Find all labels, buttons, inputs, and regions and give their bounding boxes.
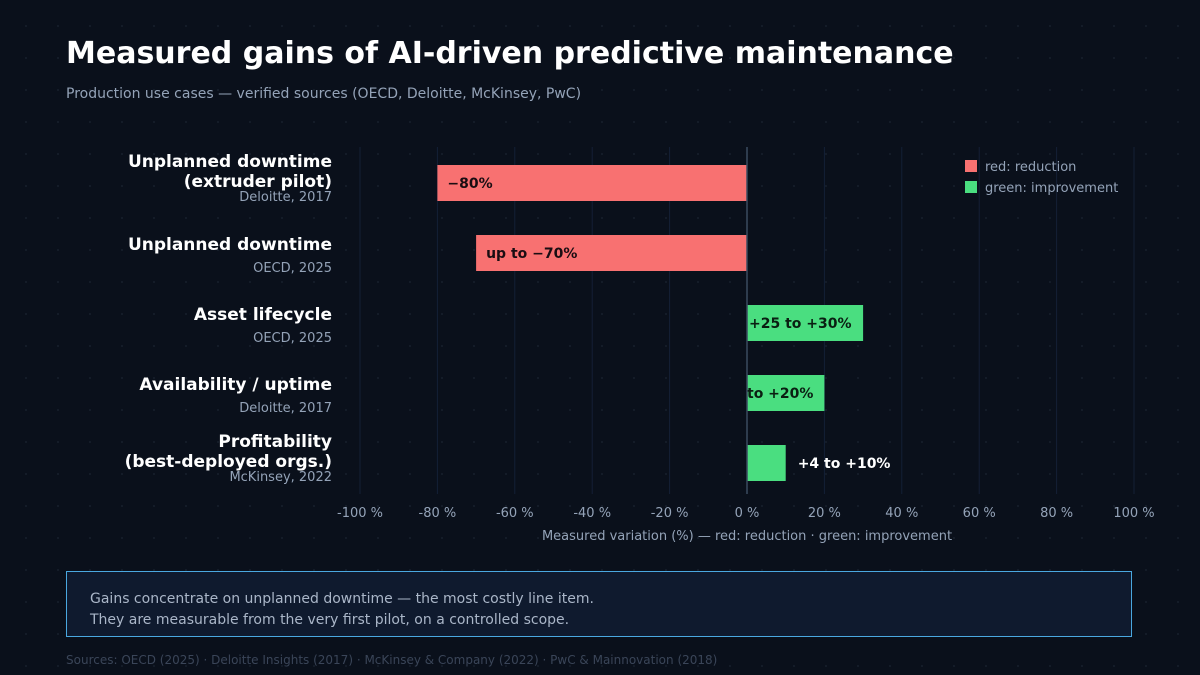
x-tick-label: -80 % — [419, 506, 457, 521]
category-label: Unplanned downtime — [128, 152, 332, 172]
x-tick-label: -20 % — [651, 506, 689, 521]
bar-value-label: +4 to +10% — [798, 456, 891, 472]
category-label: (extruder pilot) — [184, 172, 332, 192]
x-tick-label: 100 % — [1113, 506, 1154, 521]
page-subtitle: Production use cases — verified sources … — [66, 86, 582, 102]
bar — [437, 165, 747, 201]
legend-swatch — [965, 181, 977, 193]
category-source: OECD, 2025 — [253, 261, 332, 276]
x-tick-label: 60 % — [963, 506, 996, 521]
bar-chart: -100 % -80 % -60 % -40 % -20 % 0 % 20 % 40 % 60 … — [125, 147, 1155, 544]
page-title: Measured gains of AI-driven predictive m… — [66, 36, 954, 71]
callout-line-2: They are measurable from the very first … — [90, 612, 570, 628]
category-source: OECD, 2025 — [253, 331, 332, 346]
bar-value-label: to +20% — [747, 386, 813, 402]
x-tick-label: 20 % — [808, 506, 841, 521]
x-tick-label: 80 % — [1040, 506, 1073, 521]
category-label: Profitability — [218, 432, 332, 452]
x-axis-label: Measured variation (%) — red: reduction … — [542, 529, 952, 544]
legend-label: red: reduction — [985, 160, 1076, 175]
x-tick-label: -40 % — [573, 506, 611, 521]
category-label: Asset lifecycle — [194, 305, 332, 325]
bar-value-label: −80% — [447, 176, 492, 192]
bar — [747, 445, 786, 481]
bar — [747, 375, 825, 411]
insight-callout: Gains concentrate on unplanned downtime … — [66, 571, 1132, 637]
bar-value-label: +25 to +30% — [749, 316, 852, 332]
legend-label: green: improvement — [985, 181, 1118, 196]
category-source: McKinsey, 2022 — [229, 470, 332, 485]
category-label: Unplanned downtime — [128, 235, 332, 255]
category-label: (best-deployed orgs.) — [125, 452, 332, 472]
bar — [476, 235, 747, 271]
category-source: Deloitte, 2017 — [239, 190, 332, 205]
x-tick-label: -60 % — [496, 506, 534, 521]
category-label: Availability / uptime — [139, 375, 332, 395]
bar — [747, 305, 864, 341]
legend-swatch — [965, 160, 977, 172]
x-tick-label: 0 % — [735, 506, 760, 521]
x-tick-label: -100 % — [337, 506, 383, 521]
sources-footnote: Sources: OECD (2025) · Deloitte Insights… — [66, 653, 718, 667]
x-tick-label: 40 % — [885, 506, 918, 521]
bar-value-label: up to −70% — [486, 246, 577, 262]
category-source: Deloitte, 2017 — [239, 401, 332, 416]
callout-line-1: Gains concentrate on unplanned downtime … — [90, 591, 594, 607]
